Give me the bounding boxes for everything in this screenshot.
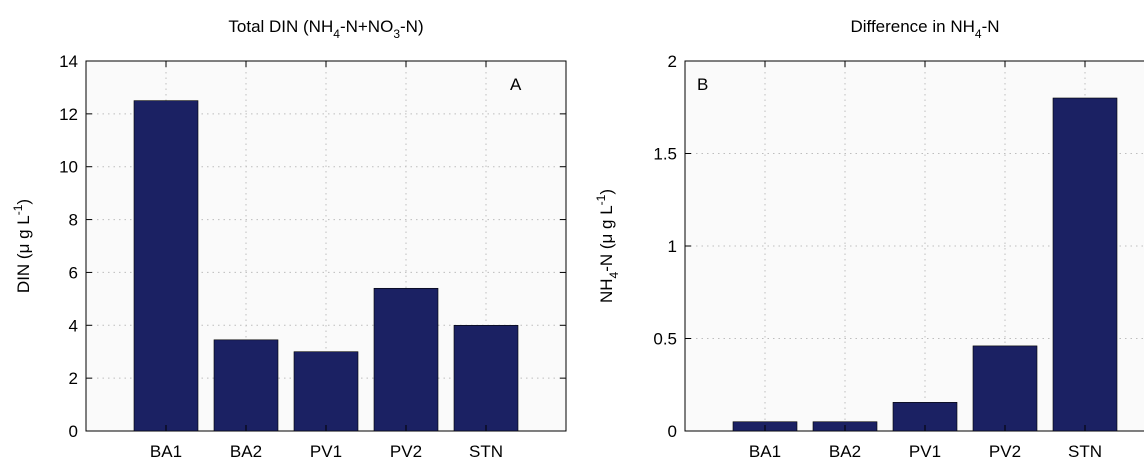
y-tick-label: 4 [69,316,78,335]
y-tick-label: 2 [69,369,78,388]
panel-label-a: A [510,75,522,94]
y-tick-label: 12 [59,105,78,124]
y-tick-label: 6 [69,263,78,282]
bar-pv2 [373,287,439,432]
y-tick-label: 1.5 [653,145,677,164]
x-tick-label: PV1 [909,442,941,461]
y-tick-label: 0 [69,422,78,441]
y-tick-label: 14 [59,52,78,71]
x-tick-label: PV1 [310,442,342,461]
chart-title-b: Difference in NH4-N [850,17,999,41]
x-tick-label: STN [469,442,503,461]
x-tick-label: BA1 [749,442,781,461]
x-ticks-b: BA1 BA2 PV1 PV2 STN [749,61,1102,461]
chart-title-a: Total DIN (NH4-N+NO3-N) [228,17,423,41]
y-tick-label: 10 [59,158,78,177]
bars-b [732,97,1118,432]
chart-panel-a: 0 2 4 6 8 10 12 14 BA1 BA2 PV1 PV2 STN Total DIN (N… [11,17,567,461]
x-tick-label: PV2 [390,442,422,461]
panel-label-b: B [697,75,708,94]
bar-pv2 [972,345,1038,432]
x-tick-label: BA1 [150,442,182,461]
bar-ba2 [213,339,279,432]
x-tick-label: PV2 [989,442,1021,461]
bar-stn [1052,97,1118,432]
x-tick-label: BA2 [230,442,262,461]
y-ticks-b: 0 0.5 1 1.5 2 [653,52,691,441]
y-tick-label: 0.5 [653,330,677,349]
x-tick-label: STN [1068,442,1102,461]
x-tick-label: BA2 [829,442,861,461]
bar-pv1 [293,351,359,432]
y-tick-label: 8 [69,211,78,230]
y-axis-label-a: DIN (μ g L-1) [11,199,33,293]
y-tick-label: 1 [668,237,677,256]
bars-a [133,100,519,432]
bar-stn [453,324,519,432]
y-ticks-a: 0 2 4 6 8 10 12 14 [59,52,566,441]
y-axis-label-b: NH4-N (μ g L-1) [594,189,621,303]
chart-panel-b: 0 0.5 1 1.5 2 BA1 BA2 PV1 PV2 STN Difference in … [594,17,1144,461]
y-tick-label: 2 [668,52,677,71]
bar-ba1 [133,100,199,432]
y-tick-label: 0 [668,422,677,441]
x-ticks-a: BA1 BA2 PV1 PV2 STN [150,61,503,461]
